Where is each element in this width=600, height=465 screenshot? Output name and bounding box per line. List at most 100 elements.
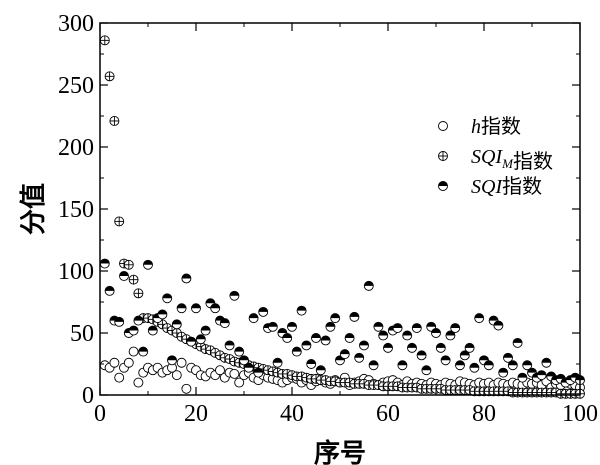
- data-point: [431, 328, 441, 338]
- x-axis-title: 序号: [314, 438, 366, 465]
- data-point: [157, 309, 168, 320]
- y-tick-label: 250: [58, 73, 94, 99]
- data-point: [287, 321, 297, 332]
- legend-marker: [438, 181, 448, 191]
- legend-label: SQIM指数: [471, 146, 553, 173]
- data-point: [243, 362, 254, 373]
- data-point: [363, 280, 374, 291]
- data-point: [114, 216, 125, 227]
- axis-ticks: 0 20 40 60 80 100 0 50 100 150 200 250 300: [58, 11, 598, 427]
- data-point: [128, 274, 139, 285]
- x-tick-label: 20: [184, 401, 208, 427]
- data-point: [474, 313, 485, 324]
- data-point: [320, 335, 331, 346]
- x-tick-label: 100: [562, 401, 598, 427]
- data-point: [416, 350, 427, 361]
- legend-label: SQI指数: [471, 175, 542, 198]
- data-point: [435, 342, 446, 353]
- data-point: [411, 323, 422, 333]
- data-point: [138, 346, 149, 357]
- data-point: [541, 357, 552, 368]
- data-point: [224, 340, 235, 351]
- data-point: [301, 340, 312, 351]
- data-point: [133, 315, 144, 326]
- data-point: [229, 368, 240, 379]
- data-point: [114, 372, 125, 383]
- data-points: [99, 35, 585, 399]
- data-point: [119, 271, 129, 281]
- data-point: [272, 357, 283, 368]
- data-point: [162, 293, 173, 304]
- data-point: [522, 360, 533, 371]
- data-point: [291, 346, 302, 357]
- data-point: [311, 333, 321, 343]
- data-point: [176, 357, 187, 368]
- data-point: [359, 340, 369, 351]
- data-point: [512, 337, 523, 348]
- data-point: [234, 377, 245, 388]
- data-point: [507, 360, 518, 371]
- data-point: [195, 334, 206, 345]
- plot-frame: [99, 22, 581, 396]
- data-point: [181, 273, 192, 284]
- legend-item: SQIM指数: [438, 146, 553, 173]
- data-point: [171, 370, 182, 381]
- y-tick-label: 100: [58, 259, 94, 285]
- data-point: [378, 330, 389, 341]
- data-point: [498, 367, 509, 378]
- x-tick-label: 80: [472, 401, 496, 427]
- data-point: [339, 349, 350, 360]
- data-point: [128, 346, 139, 357]
- data-point: [402, 330, 413, 341]
- data-point: [104, 285, 115, 296]
- data-point: [191, 303, 201, 314]
- data-point: [219, 318, 230, 329]
- data-point: [104, 71, 115, 82]
- data-point: [123, 259, 134, 270]
- data-point: [123, 357, 134, 368]
- data-point: [407, 342, 417, 353]
- x-tick-label: 40: [280, 401, 304, 427]
- y-tick-label: 200: [58, 135, 94, 161]
- data-point: [421, 365, 432, 376]
- data-point: [483, 360, 494, 371]
- data-point: [455, 360, 465, 371]
- series-2: [99, 35, 585, 399]
- data-point: [258, 306, 269, 317]
- data-point: [99, 35, 110, 46]
- data-point: [383, 342, 393, 353]
- data-point: [186, 336, 197, 347]
- data-point: [109, 116, 120, 126]
- legend-label: h指数: [471, 115, 521, 138]
- data-point: [464, 342, 475, 353]
- data-point: [315, 365, 326, 376]
- legend-item: SQI指数: [438, 175, 542, 198]
- data-point: [109, 357, 120, 368]
- data-point: [234, 346, 245, 357]
- data-point: [344, 333, 355, 343]
- data-point: [267, 321, 278, 332]
- data-point: [162, 323, 173, 333]
- x-tick-label: 0: [94, 401, 106, 427]
- y-tick-label: 0: [82, 383, 94, 409]
- data-point: [349, 311, 360, 322]
- data-point: [306, 359, 317, 369]
- data-point: [282, 333, 293, 343]
- data-point: [493, 320, 504, 331]
- data-point: [143, 259, 153, 270]
- data-point: [200, 325, 211, 336]
- data-point: [517, 372, 528, 383]
- data-point: [133, 377, 144, 388]
- data-point: [229, 290, 240, 301]
- data-point: [114, 316, 125, 327]
- x-tick-label: 60: [376, 401, 400, 427]
- data-point: [99, 258, 110, 269]
- legend-marker: [438, 151, 448, 161]
- legend-marker: [438, 121, 448, 131]
- data-point: [440, 355, 451, 366]
- legend-item: h指数: [438, 115, 521, 138]
- data-point: [503, 352, 513, 363]
- data-point: [469, 362, 480, 373]
- data-point: [181, 383, 192, 394]
